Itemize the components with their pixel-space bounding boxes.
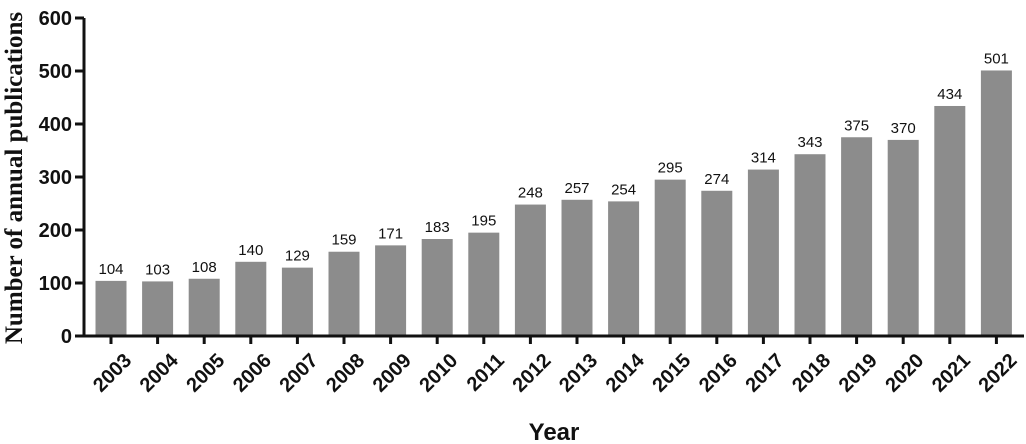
data-label-2013: 257: [564, 180, 589, 197]
data-label-2014: 254: [611, 181, 636, 198]
x-ticks-layer: 2003 2004 2005 2006 2007 2008 2009 2010 2011 2012…: [89, 336, 1022, 397]
data-label-2015: 295: [658, 160, 683, 177]
data-label-2006: 140: [238, 242, 263, 259]
bar-2009: [375, 245, 407, 336]
data-label-2011: 195: [471, 213, 496, 230]
bar-2003: [95, 280, 127, 336]
x-tick-label-2014: 2014: [602, 349, 650, 397]
bar-2010: [421, 239, 453, 336]
y-tick-label: 400: [39, 114, 72, 136]
y-tick-label: 0: [61, 326, 72, 348]
x-tick-label-2017: 2017: [742, 350, 789, 397]
y-ticks-layer: 0 100 200 300 400 500 600: [39, 8, 84, 348]
x-tick-label-2022: 2022: [975, 350, 1022, 397]
data-label-2005: 108: [192, 259, 217, 276]
data-label-2021: 434: [937, 86, 962, 103]
data-label-2010: 183: [425, 219, 450, 236]
x-tick-label-2004: 2004: [136, 349, 184, 397]
bar-2008: [328, 251, 360, 336]
x-axis-title: Year: [529, 419, 580, 444]
x-tick-label-2018: 2018: [788, 350, 835, 397]
bar-2014: [608, 201, 640, 336]
x-tick-label-2012: 2012: [509, 350, 556, 397]
bar-2013: [561, 199, 593, 336]
bar-2021: [934, 105, 966, 336]
y-tick-label: 100: [39, 273, 72, 295]
y-tick-label: 500: [39, 61, 72, 83]
data-labels-layer: 104 103 108 140 129 159 171 183 195 248 257 254 295 2…: [98, 50, 1008, 278]
data-label-2004: 103: [145, 261, 170, 278]
bar-2007: [281, 267, 313, 336]
bar-2022: [980, 70, 1012, 336]
y-axis-title: Number of annual publications: [1, 12, 28, 345]
x-tick-label-2015: 2015: [648, 350, 695, 397]
y-tick-label: 600: [39, 8, 72, 30]
x-tick-label-2009: 2009: [369, 350, 416, 397]
data-label-2018: 343: [797, 134, 822, 151]
data-label-2017: 314: [751, 150, 776, 167]
data-label-2003: 104: [98, 261, 123, 278]
x-tick-label-2010: 2010: [415, 350, 462, 397]
x-tick-label-2006: 2006: [229, 350, 276, 397]
bar-2018: [794, 154, 826, 336]
bar-2004: [142, 281, 174, 336]
bar-2012: [514, 204, 546, 336]
x-tick-label-2011: 2011: [463, 350, 509, 396]
y-tick-label: 200: [39, 220, 72, 242]
x-tick-label-2013: 2013: [555, 350, 602, 397]
bar-2005: [188, 278, 220, 336]
data-label-2007: 129: [285, 248, 310, 265]
x-tick-label-2008: 2008: [322, 350, 369, 397]
data-label-2016: 274: [704, 171, 729, 188]
data-label-2012: 248: [518, 185, 543, 202]
x-tick-label-2007: 2007: [276, 350, 323, 397]
bar-2016: [701, 190, 733, 336]
x-tick-label-2003: 2003: [89, 350, 136, 397]
x-tick-label-2019: 2019: [835, 350, 882, 397]
bar-2020: [887, 139, 919, 336]
data-label-2009: 171: [378, 225, 403, 242]
bar-2015: [654, 179, 686, 336]
bars-layer: [95, 70, 1012, 336]
bar-2011: [468, 232, 500, 336]
x-tick-label-2021: 2021: [928, 350, 975, 397]
x-tick-label-2005: 2005: [182, 350, 229, 397]
data-label-2008: 159: [331, 232, 356, 249]
axes-layer: [82, 18, 1024, 338]
data-label-2019: 375: [844, 117, 869, 134]
bar-2017: [747, 169, 779, 336]
x-tick-label-2020: 2020: [881, 350, 928, 397]
y-tick-label: 300: [39, 167, 72, 189]
x-tick-label-2016: 2016: [695, 350, 742, 397]
data-label-2022: 501: [984, 50, 1009, 67]
bar-2019: [841, 137, 873, 336]
bar-2006: [235, 261, 267, 336]
data-label-2020: 370: [891, 120, 916, 137]
